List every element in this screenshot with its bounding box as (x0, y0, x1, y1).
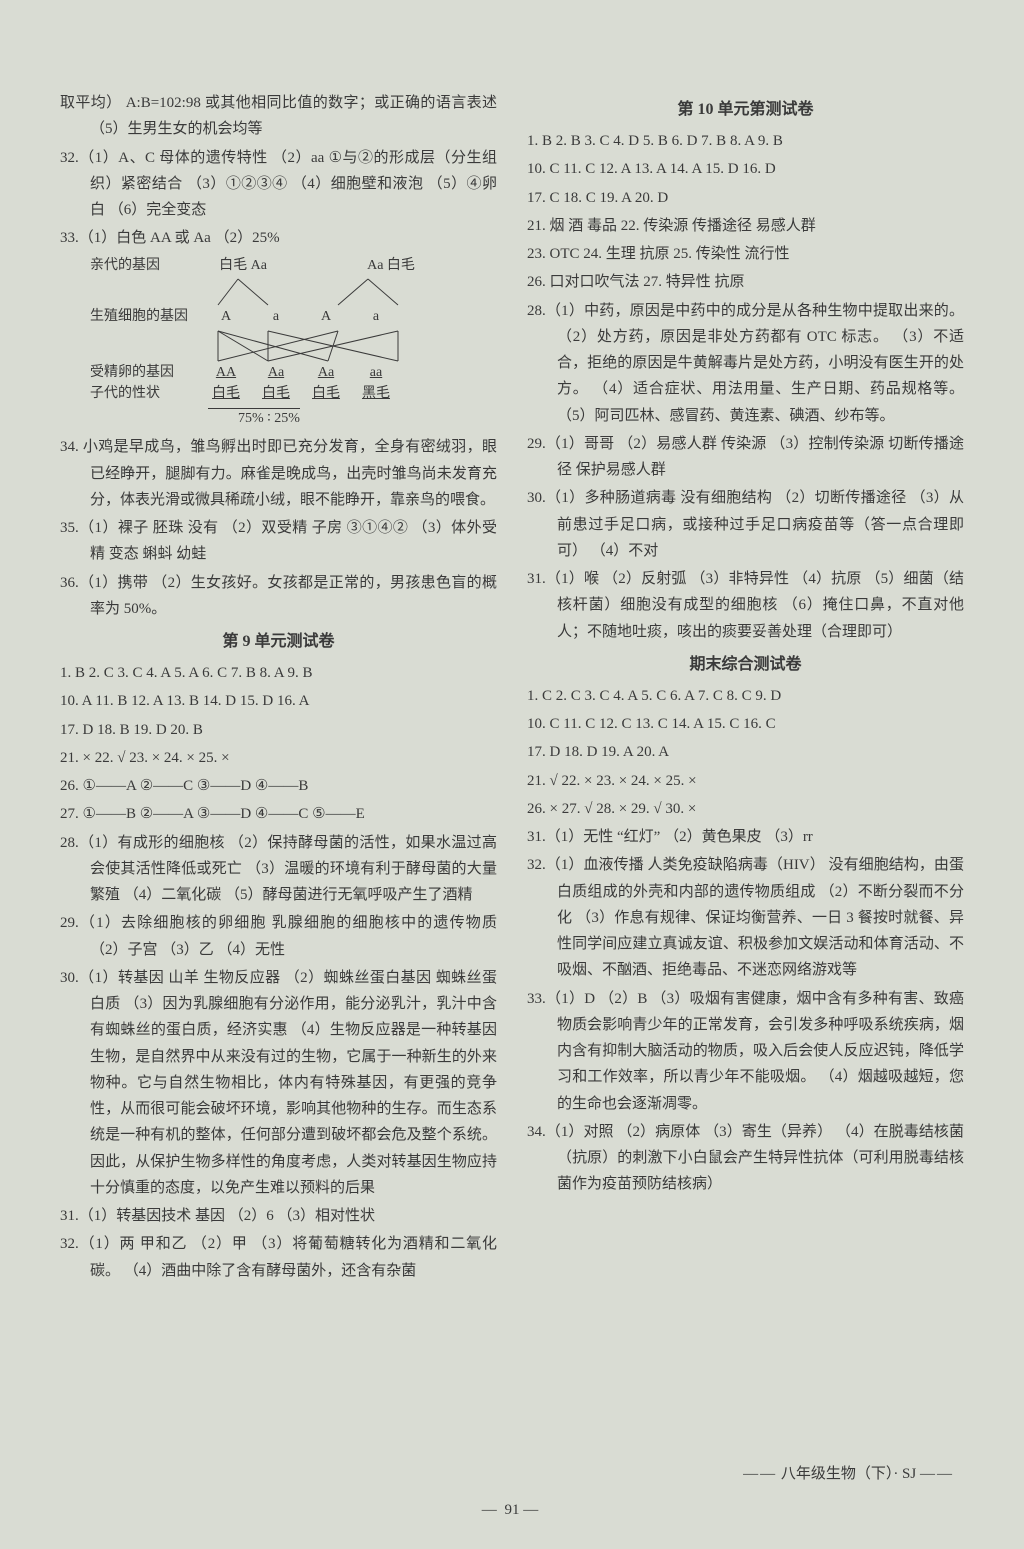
diag-zygote-3: Aa (308, 363, 344, 383)
diag-parent-1: 白毛 Aa (208, 256, 278, 276)
diag-label-gamete: 生殖细胞的基因 (90, 307, 200, 327)
final-ans-2: 10. C 11. C 12. C 13. C 14. A 15. C 16. … (527, 711, 964, 737)
u9-ans-1: 1. B 2. C 3. C 4. A 5. A 6. C 7. B 8. A … (60, 660, 497, 686)
u9-ans-3: 17. D 18. B 19. D 20. B (60, 717, 497, 743)
diag-zygote-2: Aa (258, 363, 294, 383)
genetics-diagram: 亲代的基因 白毛 Aa Aa 白毛 生殖细胞的基因 A a A (90, 256, 497, 429)
pagenum-dash-right: — (523, 1502, 542, 1518)
diag-label-zygote: 受精卵的基因 (90, 363, 200, 383)
diag-zygote-1: AA (208, 363, 244, 383)
q31-continued: 取平均） A:B=102:98 或其他相同比值的数字；或正确的语言表述 （5）生… (60, 90, 497, 143)
final-ans-1: 1. C 2. C 3. C 4. A 5. C 6. A 7. C 8. C … (527, 683, 964, 709)
u10-ans-5: 23. OTC 24. 生理 抗原 25. 传染性 流行性 (527, 241, 964, 267)
q34-final: 34.（1）对照 （2）病原体 （3）寄生（异养） （4）在脱毒结核菌（抗原）的… (527, 1119, 964, 1198)
diag-gamete-1: A (208, 307, 244, 327)
q34: 34. 小鸡是早成鸟，雏鸟孵出时即已充分发育，全身有密绒羽，眼已经睁开，腿脚有力… (60, 434, 497, 513)
q31-u9: 31.（1）转基因技术 基因 （2）6 （3）相对性状 (60, 1203, 497, 1229)
diag-ratio: 75% ∶ 25% (208, 408, 300, 429)
diag-label-parent: 亲代的基因 (90, 256, 200, 276)
u9-ans-2: 10. A 11. B 12. A 13. B 14. D 15. D 16. … (60, 688, 497, 714)
q28-u10: 28.（1）中药，原因是中药中的成分是从各种生物中提取出来的。 （2）处方药，原… (527, 298, 964, 429)
q33: 33.（1）白色 AA 或 Aa （2）25% (60, 225, 497, 251)
q30-u9: 30.（1）转基因 山羊 生物反应器 （2）蜘蛛丝蛋白基因 蜘蛛丝蛋白质 （3）… (60, 965, 497, 1201)
diag-gamete-4: a (358, 307, 394, 327)
left-column: 取平均） A:B=102:98 或其他相同比值的数字；或正确的语言表述 （5）生… (60, 90, 497, 1286)
footer-dash-left: —— (743, 1466, 777, 1482)
final-ans-5: 26. × 27. √ 28. × 29. √ 30. × (527, 796, 964, 822)
final-ans-4: 21. √ 22. × 23. × 24. × 25. × (527, 768, 964, 794)
diag-off-4: 黑毛 (358, 384, 394, 404)
q29-u10: 29.（1）哥哥 （2）易感人群 传染源 （3）控制传染源 切断传播途径 保护易… (527, 431, 964, 484)
pagenum-value: 91 (505, 1502, 520, 1518)
u9-ans-4: 21. × 22. √ 23. × 24. × 25. × (60, 745, 497, 771)
unit9-title: 第 9 单元测试卷 (60, 628, 497, 656)
pagenum-dash-left: — (482, 1502, 501, 1518)
q30-u10: 30.（1）多种肠道病毒 没有细胞结构 （2）切断传播途径 （3）从前患过手足口… (527, 485, 964, 564)
u9-ans-5: 26. ①——A ②——C ③——D ④——B (60, 773, 497, 799)
u10-ans-1: 1. B 2. B 3. C 4. D 5. B 6. D 7. B 8. A … (527, 128, 964, 154)
u10-ans-2: 10. C 11. C 12. A 13. A 14. A 15. D 16. … (527, 156, 964, 182)
final-ans-3: 17. D 18. D 19. A 20. A (527, 739, 964, 765)
q32: 32.（1）A、C 母体的遗传特性 （2）aa ①与②的形成层（分生组织）紧密结… (60, 145, 497, 224)
q31-final: 31.（1）无性 “红灯” （2）黄色果皮 （3）rr (527, 824, 964, 850)
right-column: 第 10 单元第测试卷 1. B 2. B 3. C 4. D 5. B 6. … (527, 90, 964, 1286)
final-title: 期末综合测试卷 (527, 651, 964, 679)
page-two-column: 取平均） A:B=102:98 或其他相同比值的数字；或正确的语言表述 （5）生… (60, 90, 964, 1286)
diag-zygote-4: aa (358, 363, 394, 383)
q33-final: 33.（1）D （2）B （3）吸烟有害健康，烟中含有多种有害、致癌物质会影响青… (527, 986, 964, 1117)
q35: 35.（1）裸子 胚珠 没有 （2）双受精 子房 ③①④② （3）体外受精 变态… (60, 515, 497, 568)
u10-ans-4: 21. 烟 酒 毒品 22. 传染源 传播途径 易感人群 (527, 213, 964, 239)
diag-gamete-2: a (258, 307, 294, 327)
q32-u9: 32.（1）两 甲和乙 （2）甲 （3）将葡萄糖转化为酒精和二氧化碳。 （4）酒… (60, 1231, 497, 1284)
q31-u10: 31.（1）喉 （2）反射弧 （3）非特异性 （4）抗原 （5）细菌（结核杆菌）… (527, 566, 964, 645)
u10-ans-3: 17. C 18. C 19. A 20. D (527, 185, 964, 211)
unit10-title: 第 10 单元第测试卷 (527, 96, 964, 124)
diag-off-1: 白毛 (208, 384, 244, 404)
diag-off-2: 白毛 (258, 384, 294, 404)
footer-text: 八年级生物（下）· SJ (781, 1466, 916, 1482)
diag-label-offspring: 子代的性状 (90, 384, 200, 404)
page-number: — 91 — (0, 1502, 1024, 1519)
q29-u9: 29.（1）去除细胞核的卵细胞 乳腺细胞的细胞核中的遗传物质 （2）子宫 （3）… (60, 910, 497, 963)
diag-off-3: 白毛 (308, 384, 344, 404)
diag-lines-2 (208, 329, 428, 363)
q28-u9: 28.（1）有成形的细胞核 （2）保持酵母菌的活性，如果水温过高会使其活性降低或… (60, 830, 497, 909)
q36: 36.（1）携带 （2）生女孩好。女孩都是正常的，男孩患色盲的概率为 50%。 (60, 570, 497, 623)
u10-ans-6: 26. 口对口吹气法 27. 特异性 抗原 (527, 269, 964, 295)
u9-ans-6: 27. ①——B ②——A ③——D ④——C ⑤——E (60, 801, 497, 827)
footer-dash-right: —— (920, 1466, 954, 1482)
footer-label: —— 八年级生物（下）· SJ —— (743, 1462, 954, 1483)
q32-final: 32.（1）血液传播 人类免疫缺陷病毒（HIV） 没有细胞结构，由蛋白质组成的外… (527, 852, 964, 983)
diag-lines-1 (208, 277, 428, 307)
diag-parent-2: Aa 白毛 (356, 256, 426, 276)
diag-gamete-3: A (308, 307, 344, 327)
